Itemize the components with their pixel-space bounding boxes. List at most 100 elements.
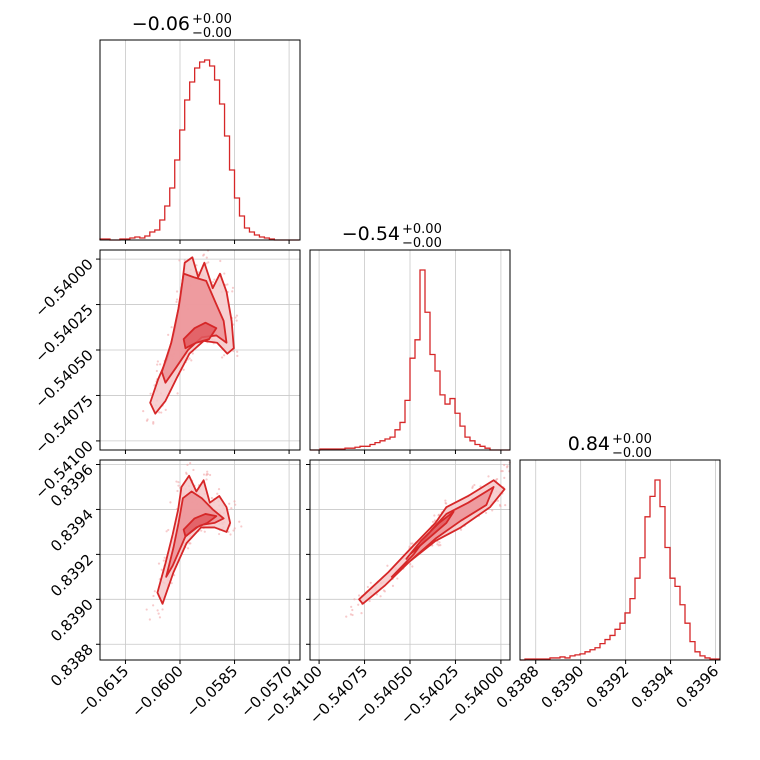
sample-point xyxy=(503,476,506,479)
sample-point xyxy=(350,605,353,608)
parameter-title: −0.54 xyxy=(342,223,400,245)
density-contour-level-2 xyxy=(390,486,495,578)
sample-point xyxy=(353,598,356,601)
sample-point xyxy=(195,264,198,267)
y-tick-label: 0.8392 xyxy=(47,550,97,600)
sample-point xyxy=(156,360,159,363)
sample-point xyxy=(205,256,208,259)
sample-point xyxy=(157,562,161,565)
sample-point xyxy=(189,542,192,545)
sample-point xyxy=(161,608,164,611)
x-tick-label: −0.0615 xyxy=(74,662,133,721)
sample-point xyxy=(164,408,167,411)
sample-point xyxy=(153,590,156,593)
sample-point xyxy=(162,559,165,562)
sample-point xyxy=(200,529,203,532)
sample-point xyxy=(386,564,389,567)
density-contour-level-3 xyxy=(182,321,218,350)
sample-point xyxy=(156,363,159,366)
sample-point xyxy=(433,514,436,517)
sample-point xyxy=(235,314,239,317)
sample-point xyxy=(491,509,494,512)
sample-point xyxy=(382,589,385,592)
sample-point xyxy=(186,547,190,550)
title-lower-error: −0.00 xyxy=(192,26,232,41)
sample-point xyxy=(175,480,178,483)
sample-point xyxy=(159,363,162,366)
pair-frame xyxy=(99,459,301,661)
sample-point xyxy=(217,488,221,491)
sample-point xyxy=(156,609,159,612)
sample-point xyxy=(176,392,179,395)
sample-point xyxy=(170,582,173,585)
sample-point xyxy=(437,544,440,547)
sample-point xyxy=(219,259,222,263)
sample-point xyxy=(411,542,414,545)
sample-point xyxy=(366,585,369,589)
title-lower-error: −0.00 xyxy=(402,236,442,251)
sample-point xyxy=(158,411,161,414)
density-contour-level-3 xyxy=(405,510,455,560)
sample-point xyxy=(232,349,235,353)
x-tick-label: −0.0600 xyxy=(128,662,187,721)
sample-point xyxy=(190,359,193,362)
sample-point xyxy=(202,473,206,476)
sample-point xyxy=(152,421,155,424)
sample-point xyxy=(206,473,209,476)
histogram-frame xyxy=(99,39,301,241)
sample-point xyxy=(506,465,509,468)
x-tick-label: 0.8392 xyxy=(583,662,633,712)
sample-point xyxy=(185,471,188,474)
sample-point xyxy=(178,259,181,262)
sample-point xyxy=(216,492,219,495)
sample-point xyxy=(223,272,226,275)
sample-point xyxy=(438,541,441,544)
sample-point xyxy=(235,319,238,322)
parameter-title: 0.84 xyxy=(568,433,610,455)
sample-point xyxy=(175,300,178,303)
sample-point xyxy=(238,520,241,523)
sample-point xyxy=(176,489,179,493)
sample-point xyxy=(203,530,206,533)
title-upper-error: +0.00 xyxy=(192,12,232,27)
sample-point xyxy=(210,496,213,500)
sample-point xyxy=(152,594,155,598)
sample-point xyxy=(186,463,189,466)
sample-point xyxy=(221,356,224,359)
density-contour-level-3 xyxy=(182,513,218,538)
x-tick-label: 0.8390 xyxy=(538,662,588,712)
sample-point xyxy=(175,290,179,293)
sample-point xyxy=(231,290,234,293)
sample-point xyxy=(357,603,360,606)
sample-point xyxy=(349,613,353,616)
sample-point xyxy=(211,280,215,284)
sample-point xyxy=(228,502,231,505)
sample-point xyxy=(499,505,502,508)
x-tick-label: 0.8394 xyxy=(628,662,678,712)
sample-point xyxy=(375,593,379,596)
sample-point xyxy=(473,483,476,487)
title-lower-error: −0.00 xyxy=(612,446,652,461)
histogram-step-line xyxy=(520,479,720,661)
sample-point xyxy=(360,612,363,615)
sample-point xyxy=(236,350,239,353)
sample-point xyxy=(233,527,236,530)
sample-point xyxy=(496,477,499,481)
sample-point xyxy=(177,481,180,484)
sample-point xyxy=(345,615,348,618)
y-tick-label: 0.8388 xyxy=(47,640,97,690)
title-upper-error: +0.00 xyxy=(402,222,442,237)
sample-point xyxy=(157,612,160,615)
sample-point xyxy=(165,530,168,533)
sample-point xyxy=(206,470,209,473)
sample-point xyxy=(444,501,447,505)
sample-point xyxy=(202,253,206,256)
sample-point xyxy=(369,581,372,584)
histogram-step-line xyxy=(99,59,300,241)
sample-point xyxy=(160,411,163,414)
sample-point xyxy=(189,462,192,465)
x-tick-label: 0.8396 xyxy=(672,662,722,712)
sample-point xyxy=(229,533,232,536)
sample-point xyxy=(234,316,237,319)
